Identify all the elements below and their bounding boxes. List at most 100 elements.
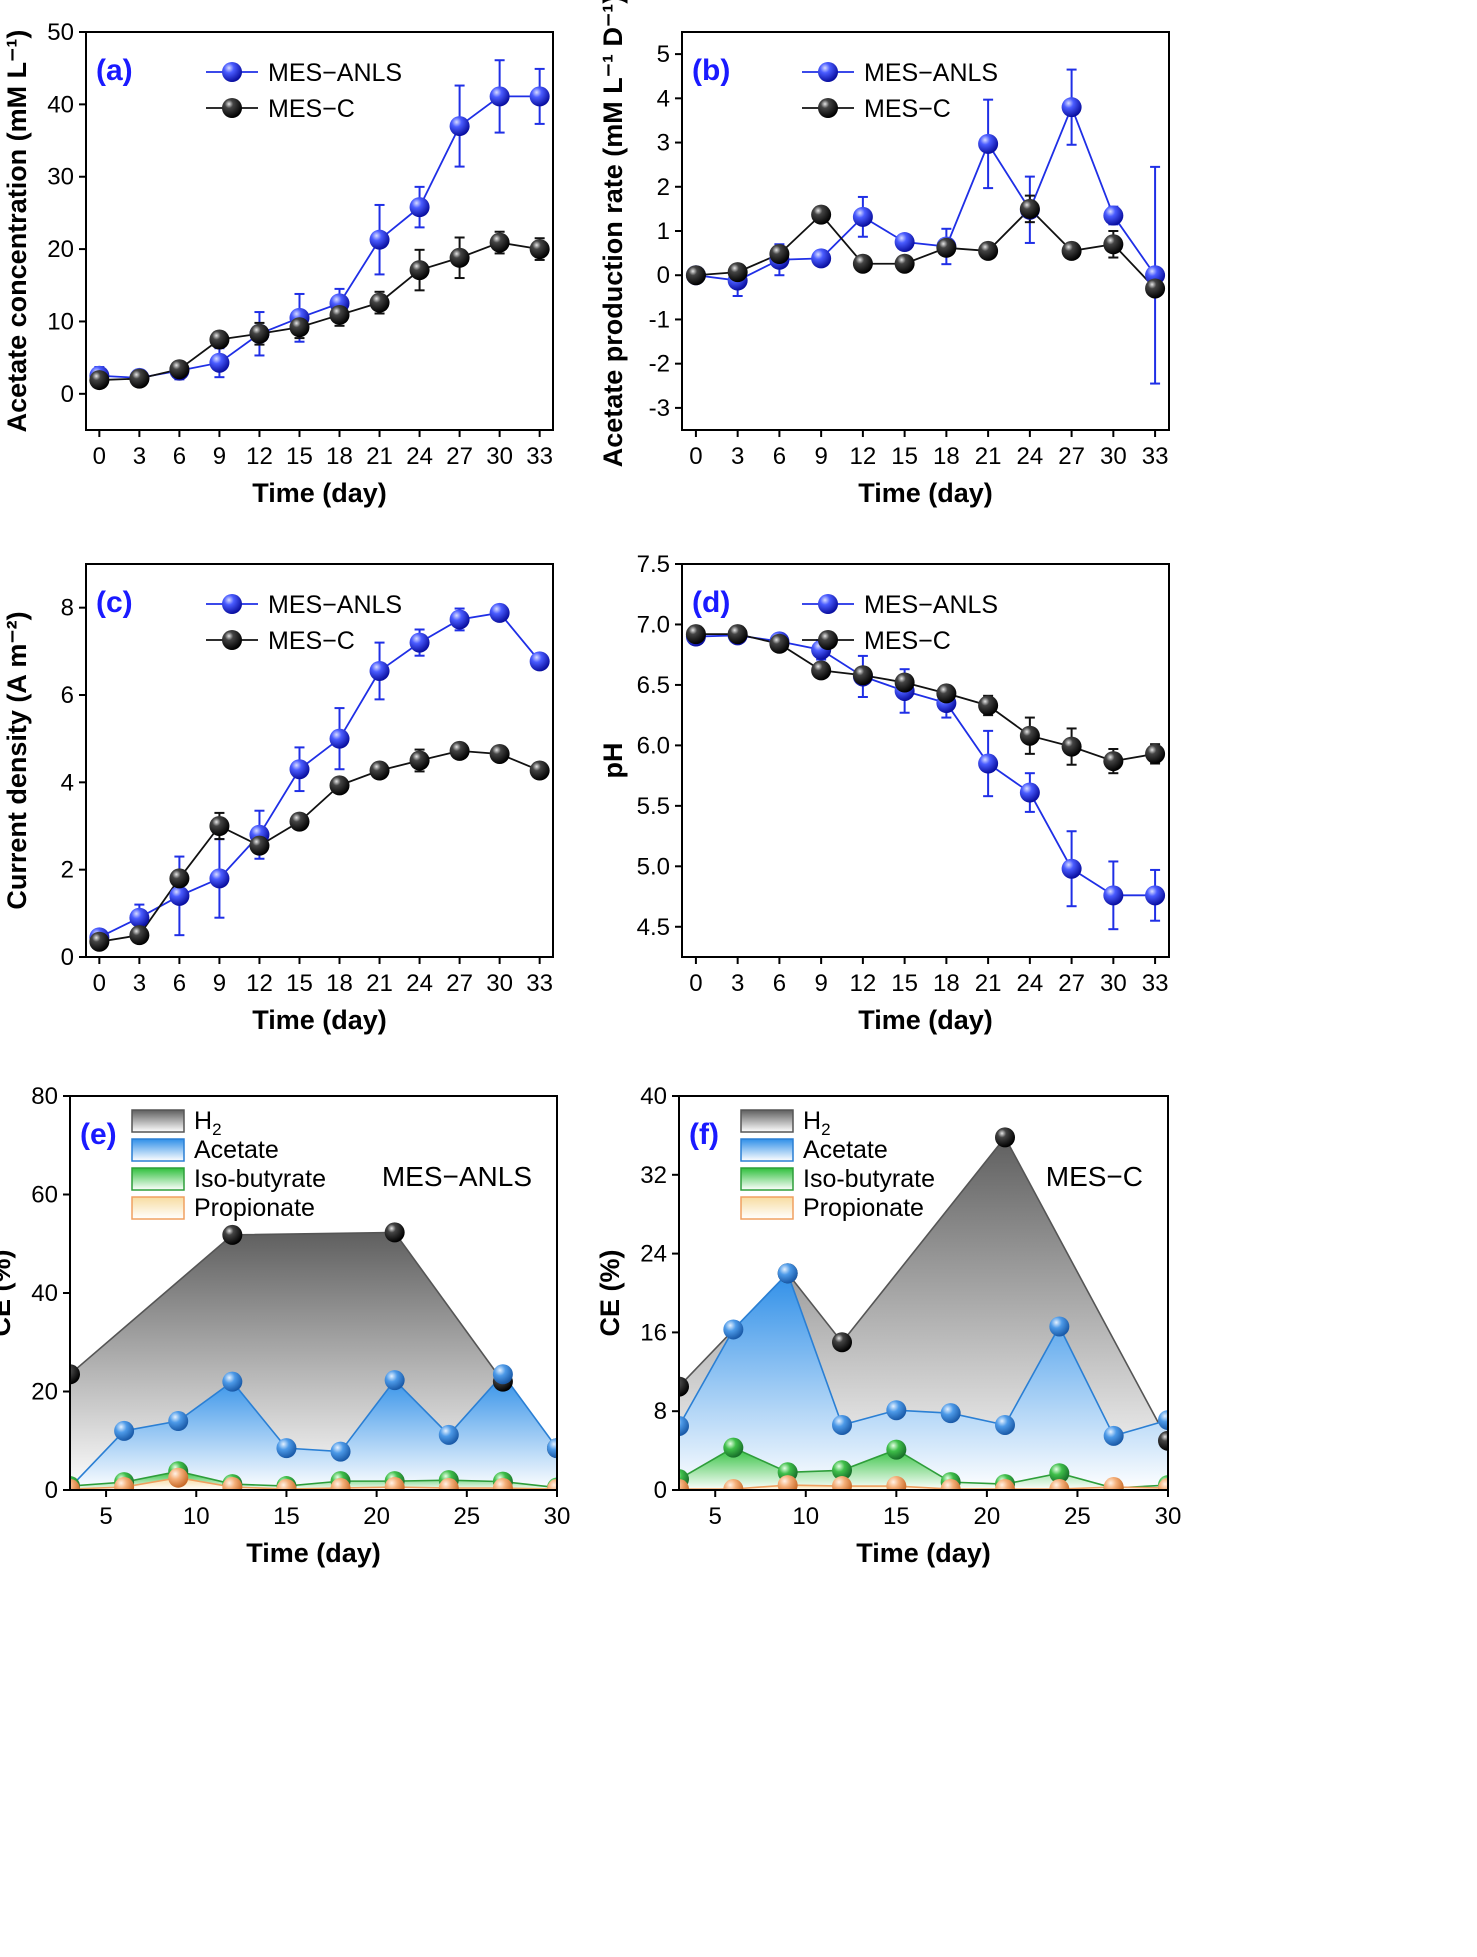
y-tick-label: 1 xyxy=(657,218,670,245)
data-point-isobutyrate xyxy=(1049,1463,1070,1484)
data-point-acetate xyxy=(384,1370,405,1391)
data-point-control xyxy=(529,239,550,260)
data-point-acetate xyxy=(723,1319,744,1340)
x-tick-label: 33 xyxy=(1142,970,1169,997)
data-point-propionate xyxy=(438,1478,459,1490)
data-point-control xyxy=(129,368,150,389)
data-point-acetate xyxy=(1049,1316,1070,1337)
x-tick-label: 27 xyxy=(1058,443,1085,470)
y-tick-label: 7.0 xyxy=(637,611,670,638)
x-tick-label: 0 xyxy=(93,443,106,470)
area-line-propionate xyxy=(70,1476,557,1490)
data-point-anls xyxy=(329,728,350,749)
data-point-propionate xyxy=(832,1476,852,1490)
y-tick-label: 4 xyxy=(61,769,74,796)
data-point-control xyxy=(489,743,510,764)
x-tick-label: 15 xyxy=(891,970,918,997)
panel-label: (f) xyxy=(689,1118,719,1151)
y-axis-label: Acetate production rate (mM L⁻¹ D⁻¹) xyxy=(598,0,628,467)
x-tick-label: 30 xyxy=(1100,443,1127,470)
data-point-anls xyxy=(129,907,150,928)
y-tick-label: 0 xyxy=(45,1477,58,1504)
data-point-anls xyxy=(978,133,999,154)
y-tick-label: 8 xyxy=(654,1398,667,1425)
y-tick-label: 0 xyxy=(657,262,670,289)
x-tick-label: 6 xyxy=(773,970,786,997)
x-axis-label: Time (day) xyxy=(858,1005,993,1035)
y-tick-label: 2 xyxy=(61,857,74,884)
legend-label-control: MES−C xyxy=(864,95,951,123)
data-point-control xyxy=(978,695,999,716)
data-point-control xyxy=(894,253,915,274)
data-point-h2 xyxy=(832,1332,852,1353)
x-axis-label: Time (day) xyxy=(246,1538,381,1568)
x-tick-label: 9 xyxy=(213,970,226,997)
data-point-anls xyxy=(369,660,390,681)
data-point-control xyxy=(409,260,430,281)
data-point-anls xyxy=(209,352,230,373)
x-tick-label: 10 xyxy=(183,1503,210,1530)
plot-area-c xyxy=(89,602,550,952)
data-point-acetate xyxy=(679,1415,689,1436)
series-line-anls xyxy=(695,634,1156,897)
y-tick-label: 80 xyxy=(31,1083,58,1110)
x-tick-label: 21 xyxy=(975,443,1002,470)
x-tick-label: 30 xyxy=(1100,970,1127,997)
panel-f: 5 10 15 20 25 30 0 8 16 24 32 40 Time (day) CE (%) (f)… xyxy=(595,1083,1181,1568)
legend-swatch-h2 xyxy=(131,1109,185,1133)
y-tick-label: 2 xyxy=(657,174,670,201)
legend-label-acetate: Acetate xyxy=(194,1136,279,1164)
legend-swatch-propionate xyxy=(740,1196,794,1220)
y-tick-label: 6.5 xyxy=(637,672,670,699)
x-tick-label: 0 xyxy=(689,443,702,470)
x-tick-label: 18 xyxy=(326,443,353,470)
legend-label-isobutyrate: Iso-butyrate xyxy=(803,1165,935,1193)
area-acetate xyxy=(70,1374,557,1490)
legend-swatch-isobutyrate xyxy=(131,1167,185,1191)
panel-label: (b) xyxy=(692,54,730,87)
x-tick-label: 3 xyxy=(731,970,744,997)
y-tick-label: 24 xyxy=(640,1241,667,1268)
y-axis-label: Acetate concentration (mM L⁻¹) xyxy=(2,30,32,433)
data-point-anls xyxy=(169,885,190,906)
data-point-anls xyxy=(529,651,550,672)
x-tick-label: 12 xyxy=(850,443,877,470)
series-line-control xyxy=(99,749,541,943)
x-tick-label: 12 xyxy=(246,970,273,997)
area-line-acetate xyxy=(70,1372,557,1489)
x-tick-label: 18 xyxy=(933,443,960,470)
data-point-propionate xyxy=(723,1479,744,1490)
x-tick-label: 5 xyxy=(99,1503,112,1530)
data-point-control xyxy=(89,931,110,952)
series-line-anls xyxy=(98,611,541,939)
data-point-anls xyxy=(1103,885,1124,906)
y-axis-label: Current density (A m⁻²) xyxy=(2,611,32,909)
legend-label-propionate: Propionate xyxy=(803,1194,924,1222)
data-point-acetate xyxy=(995,1414,1015,1435)
x-tick-label: 21 xyxy=(975,970,1002,997)
axes-frame xyxy=(678,1095,1169,1491)
x-tick-label: 9 xyxy=(814,443,827,470)
legend-label-h2: H2 xyxy=(803,1107,831,1139)
y-tick-label: 50 xyxy=(47,19,74,46)
series-line-control xyxy=(695,207,1156,290)
data-point-propionate xyxy=(995,1479,1015,1490)
panel-annotation: MES−ANLS xyxy=(382,1161,532,1192)
data-point-control xyxy=(529,760,550,781)
data-point-isobutyrate xyxy=(723,1437,744,1458)
data-point-propionate xyxy=(168,1467,189,1488)
panel-label: (c) xyxy=(96,586,133,619)
legend-marker-anls xyxy=(818,62,838,82)
y-tick-label: 40 xyxy=(31,1280,58,1307)
x-tick-label: 33 xyxy=(526,443,553,470)
y-tick-label: 40 xyxy=(47,91,74,118)
y-tick-label: -2 xyxy=(649,351,670,378)
legend-marker-control xyxy=(818,98,838,118)
axes-frame xyxy=(681,563,1170,958)
legend-swatch-propionate xyxy=(131,1196,185,1220)
series-control xyxy=(690,194,1161,297)
y-tick-label: 10 xyxy=(47,308,74,335)
x-tick-label: 12 xyxy=(246,443,273,470)
